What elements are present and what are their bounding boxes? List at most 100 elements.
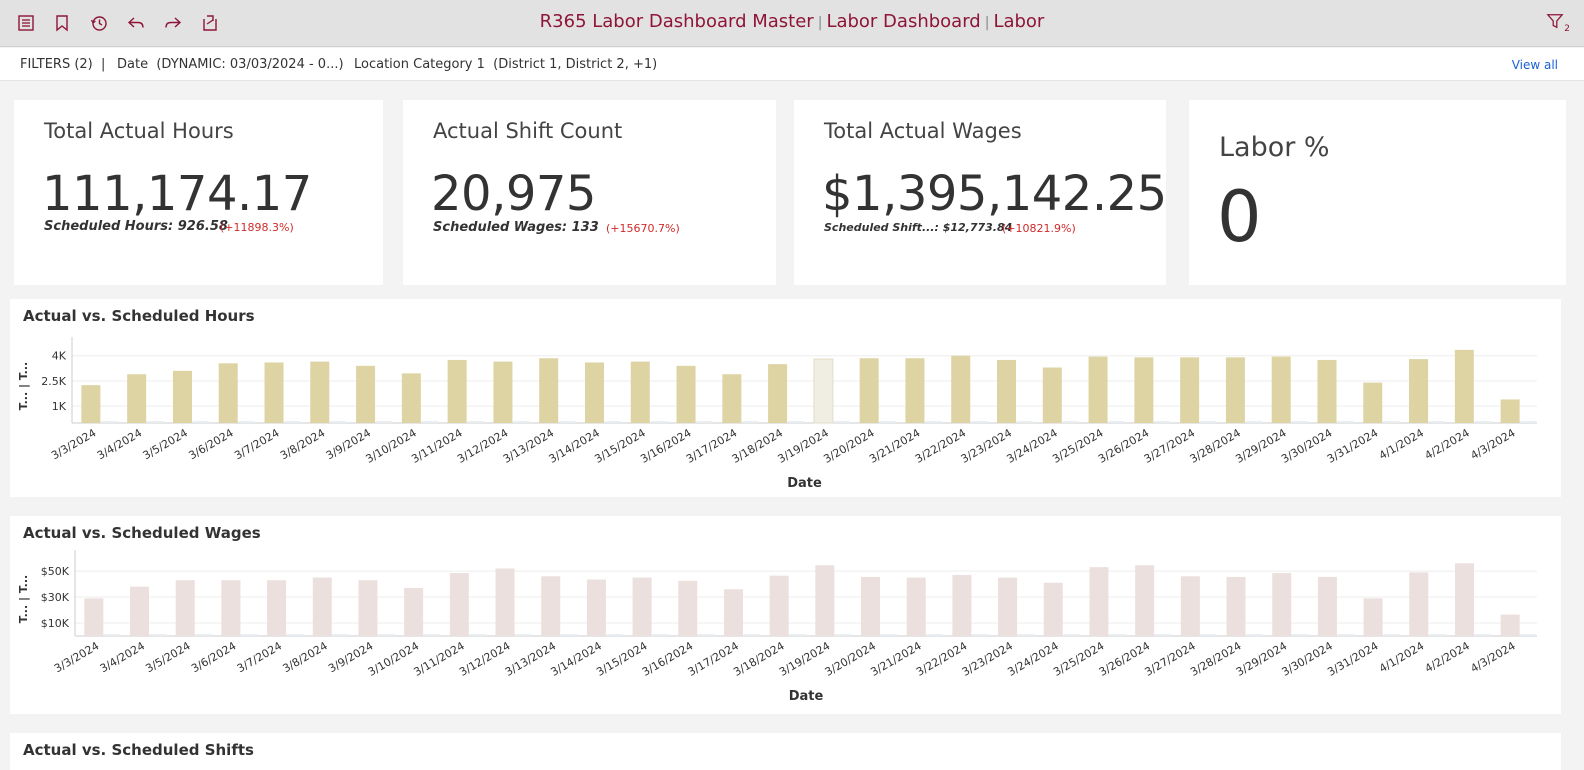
bar-scheduled-3-10-2024[interactable] [424,633,441,636]
bar-scheduled-3-29-2024[interactable] [1292,633,1309,636]
bar-scheduled-3-6-2024[interactable] [238,420,255,423]
bar-actual-3-12-2024[interactable] [495,568,515,636]
bar-scheduled-3-28-2024[interactable] [1245,420,1262,423]
list-icon[interactable] [15,12,37,34]
filter-chip-location[interactable]: Location Category 1 (District 1, Distric… [354,57,657,72]
bar-scheduled-3-28-2024[interactable] [1246,633,1263,636]
bar-scheduled-3-11-2024[interactable] [467,420,484,423]
bar-actual-4-2-2024[interactable] [1454,563,1474,636]
bar-scheduled-3-19-2024[interactable] [835,633,852,636]
bar-scheduled-3-13-2024[interactable] [559,420,576,423]
bar-actual-3-18-2024[interactable] [769,575,789,636]
bar-scheduled-3-18-2024[interactable] [789,633,806,636]
bar-scheduled-4-2-2024[interactable] [1474,420,1491,423]
bar-scheduled-3-13-2024[interactable] [561,633,578,636]
bar-actual-3-27-2024[interactable] [1180,576,1200,636]
bar-scheduled-3-9-2024[interactable] [376,420,393,423]
bar-scheduled-3-21-2024[interactable] [925,420,942,423]
bar-actual-3-14-2024[interactable] [584,362,604,423]
bar-scheduled-3-10-2024[interactable] [421,420,438,423]
bar-actual-3-26-2024[interactable] [1135,565,1155,636]
bar-scheduled-3-27-2024[interactable] [1200,633,1217,636]
bar-scheduled-3-3-2024[interactable] [101,420,118,423]
bar-actual-3-9-2024[interactable] [358,580,378,636]
bar-scheduled-3-22-2024[interactable] [971,420,988,423]
bar-scheduled-3-7-2024[interactable] [284,420,301,423]
bar-scheduled-3-16-2024[interactable] [698,633,715,636]
bar-scheduled-3-17-2024[interactable] [743,633,760,636]
bar-actual-3-21-2024[interactable] [906,577,926,636]
bar-scheduled-4-2-2024[interactable] [1474,633,1491,636]
bar-scheduled-3-27-2024[interactable] [1200,420,1217,423]
bar-scheduled-4-1-2024[interactable] [1429,420,1446,423]
bar-scheduled-3-14-2024[interactable] [606,633,623,636]
bar-actual-3-4-2024[interactable] [130,586,150,636]
view-all-link[interactable]: View all [1511,58,1558,72]
bar-actual-3-21-2024[interactable] [905,358,925,423]
export-icon[interactable] [199,12,221,34]
bar-scheduled-3-30-2024[interactable] [1337,420,1354,423]
bar-scheduled-3-16-2024[interactable] [696,420,713,423]
bar-actual-4-3-2024[interactable] [1500,399,1520,423]
bar-scheduled-3-17-2024[interactable] [742,420,759,423]
bar-actual-3-17-2024[interactable] [722,374,742,423]
bar-actual-3-10-2024[interactable] [401,373,421,423]
bar-scheduled-3-9-2024[interactable] [378,633,395,636]
bar-actual-3-14-2024[interactable] [586,579,606,636]
bar-scheduled-3-4-2024[interactable] [150,633,167,636]
bar-actual-3-13-2024[interactable] [541,576,561,636]
bar-actual-3-20-2024[interactable] [859,358,879,423]
bar-scheduled-3-29-2024[interactable] [1291,420,1308,423]
bar-actual-3-3-2024[interactable] [81,385,101,423]
bar-actual-3-3-2024[interactable] [84,598,104,636]
history-icon[interactable] [88,12,110,34]
bar-actual-3-15-2024[interactable] [630,361,650,423]
bar-actual-3-30-2024[interactable] [1317,359,1337,423]
bar-actual-3-27-2024[interactable] [1180,357,1200,423]
bar-actual-3-19-2024[interactable] [815,565,835,636]
bar-actual-3-20-2024[interactable] [861,576,881,636]
bar-scheduled-3-6-2024[interactable] [241,633,258,636]
bar-actual-4-1-2024[interactable] [1409,572,1429,636]
bar-actual-3-7-2024[interactable] [264,362,284,423]
bar-actual-3-7-2024[interactable] [267,580,287,636]
bar-scheduled-3-26-2024[interactable] [1155,633,1172,636]
bar-scheduled-3-23-2024[interactable] [1018,633,1035,636]
bar-actual-3-23-2024[interactable] [998,577,1018,636]
bar-scheduled-3-3-2024[interactable] [104,633,121,636]
bar-actual-3-25-2024[interactable] [1088,356,1108,423]
bar-scheduled-3-8-2024[interactable] [330,420,347,423]
bar-scheduled-3-18-2024[interactable] [788,420,805,423]
bar-actual-3-18-2024[interactable] [768,364,788,423]
bar-actual-4-3-2024[interactable] [1500,614,1520,636]
bar-actual-3-8-2024[interactable] [310,361,330,423]
bar-scheduled-3-20-2024[interactable] [879,420,896,423]
filter-icon[interactable]: 2 [1546,12,1570,34]
bar-actual-3-8-2024[interactable] [312,577,332,636]
bar-scheduled-3-30-2024[interactable] [1337,633,1354,636]
bookmark-icon[interactable] [51,12,73,34]
bar-scheduled-3-4-2024[interactable] [147,420,164,423]
bar-actual-3-23-2024[interactable] [997,359,1017,423]
bar-actual-3-31-2024[interactable] [1363,382,1383,423]
bar-actual-3-16-2024[interactable] [678,580,698,636]
bar-scheduled-3-31-2024[interactable] [1383,633,1400,636]
bar-scheduled-3-23-2024[interactable] [1017,420,1034,423]
bar-scheduled-3-12-2024[interactable] [513,420,530,423]
bar-actual-3-17-2024[interactable] [723,589,743,636]
bar-actual-3-13-2024[interactable] [539,358,559,423]
bar-scheduled-4-1-2024[interactable] [1429,633,1446,636]
bar-actual-3-28-2024[interactable] [1225,357,1245,423]
bar-actual-3-9-2024[interactable] [356,365,376,423]
bar-scheduled-3-15-2024[interactable] [650,420,667,423]
bar-actual-3-29-2024[interactable] [1271,356,1291,423]
bar-scheduled-3-21-2024[interactable] [926,633,943,636]
breadcrumb-labor-dashboard[interactable]: Labor Dashboard [826,11,981,32]
bar-scheduled-3-15-2024[interactable] [652,633,669,636]
filters-summary[interactable]: FILTERS (2) [20,57,93,72]
undo-icon[interactable] [125,12,147,34]
bar-actual-3-4-2024[interactable] [127,374,147,423]
filter-chip-date[interactable]: Date (DYNAMIC: 03/03/2024 - 0...) [117,57,344,72]
bar-actual-3-12-2024[interactable] [493,361,513,423]
bar-actual-3-22-2024[interactable] [952,574,972,636]
